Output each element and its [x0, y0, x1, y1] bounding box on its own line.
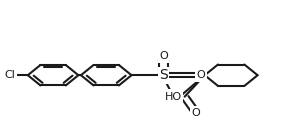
- Text: S: S: [159, 68, 168, 82]
- Text: HN: HN: [165, 90, 182, 100]
- Text: O: O: [197, 70, 205, 80]
- Text: O: O: [192, 108, 200, 118]
- Text: Cl: Cl: [5, 70, 16, 80]
- Text: HO: HO: [165, 92, 182, 102]
- Text: O: O: [159, 51, 168, 61]
